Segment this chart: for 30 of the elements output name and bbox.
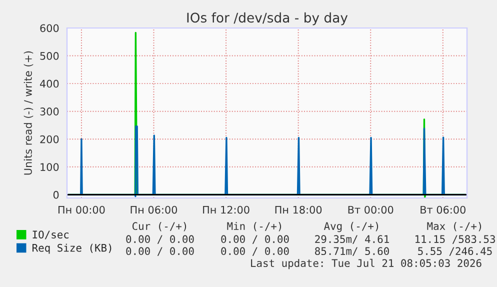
text: 0.00 / 0.00 xyxy=(221,247,289,256)
text: Cur (-/+) xyxy=(132,222,186,232)
text: 0.00 / 0.00 xyxy=(126,247,194,256)
y-tick-label: 300 xyxy=(40,108,59,116)
chart-title: IOs for /dev/sda - by day xyxy=(187,12,348,26)
text: 0.00 / 0.00 xyxy=(221,235,289,244)
text: 11.15 /583.53 xyxy=(415,235,495,244)
text: Min (-/+) xyxy=(227,222,282,232)
y-tick-label: 400 xyxy=(40,80,59,88)
y-tick-label: 100 xyxy=(40,163,59,171)
legend-label: Req Size (KB) xyxy=(32,244,112,254)
x-tick-label: Пн 06:00 xyxy=(130,206,178,214)
text: Last update: Tue Jul 21 08:05:03 2026 xyxy=(251,258,482,270)
x-tick-label: Вт 06:00 xyxy=(420,206,466,214)
text: 5.55 /246.45 xyxy=(418,247,492,256)
text: Max (-/+) xyxy=(427,222,482,232)
y-tick-label: 500 xyxy=(40,52,59,60)
x-tick-label: Пн 12:00 xyxy=(203,206,250,214)
y-tick-label: 600 xyxy=(40,24,59,32)
y-axis-title: Units read (-) / write (+) xyxy=(24,51,34,175)
legend-label: IO/sec xyxy=(32,230,69,240)
y-tick-label: 200 xyxy=(40,135,59,144)
text: Avg (-/+) xyxy=(324,222,378,232)
text: 0.00 / 0.00 xyxy=(126,235,194,244)
x-tick-label: Вт 00:00 xyxy=(348,206,394,214)
y-tick-label: 0 xyxy=(53,190,59,199)
text: 29.35m/ 4.61 xyxy=(315,235,389,244)
x-tick-label: Пн 18:00 xyxy=(275,206,322,214)
x-tick-label: Пн 00:00 xyxy=(58,206,105,214)
text: 85.71m/ 5.60 xyxy=(315,247,389,256)
